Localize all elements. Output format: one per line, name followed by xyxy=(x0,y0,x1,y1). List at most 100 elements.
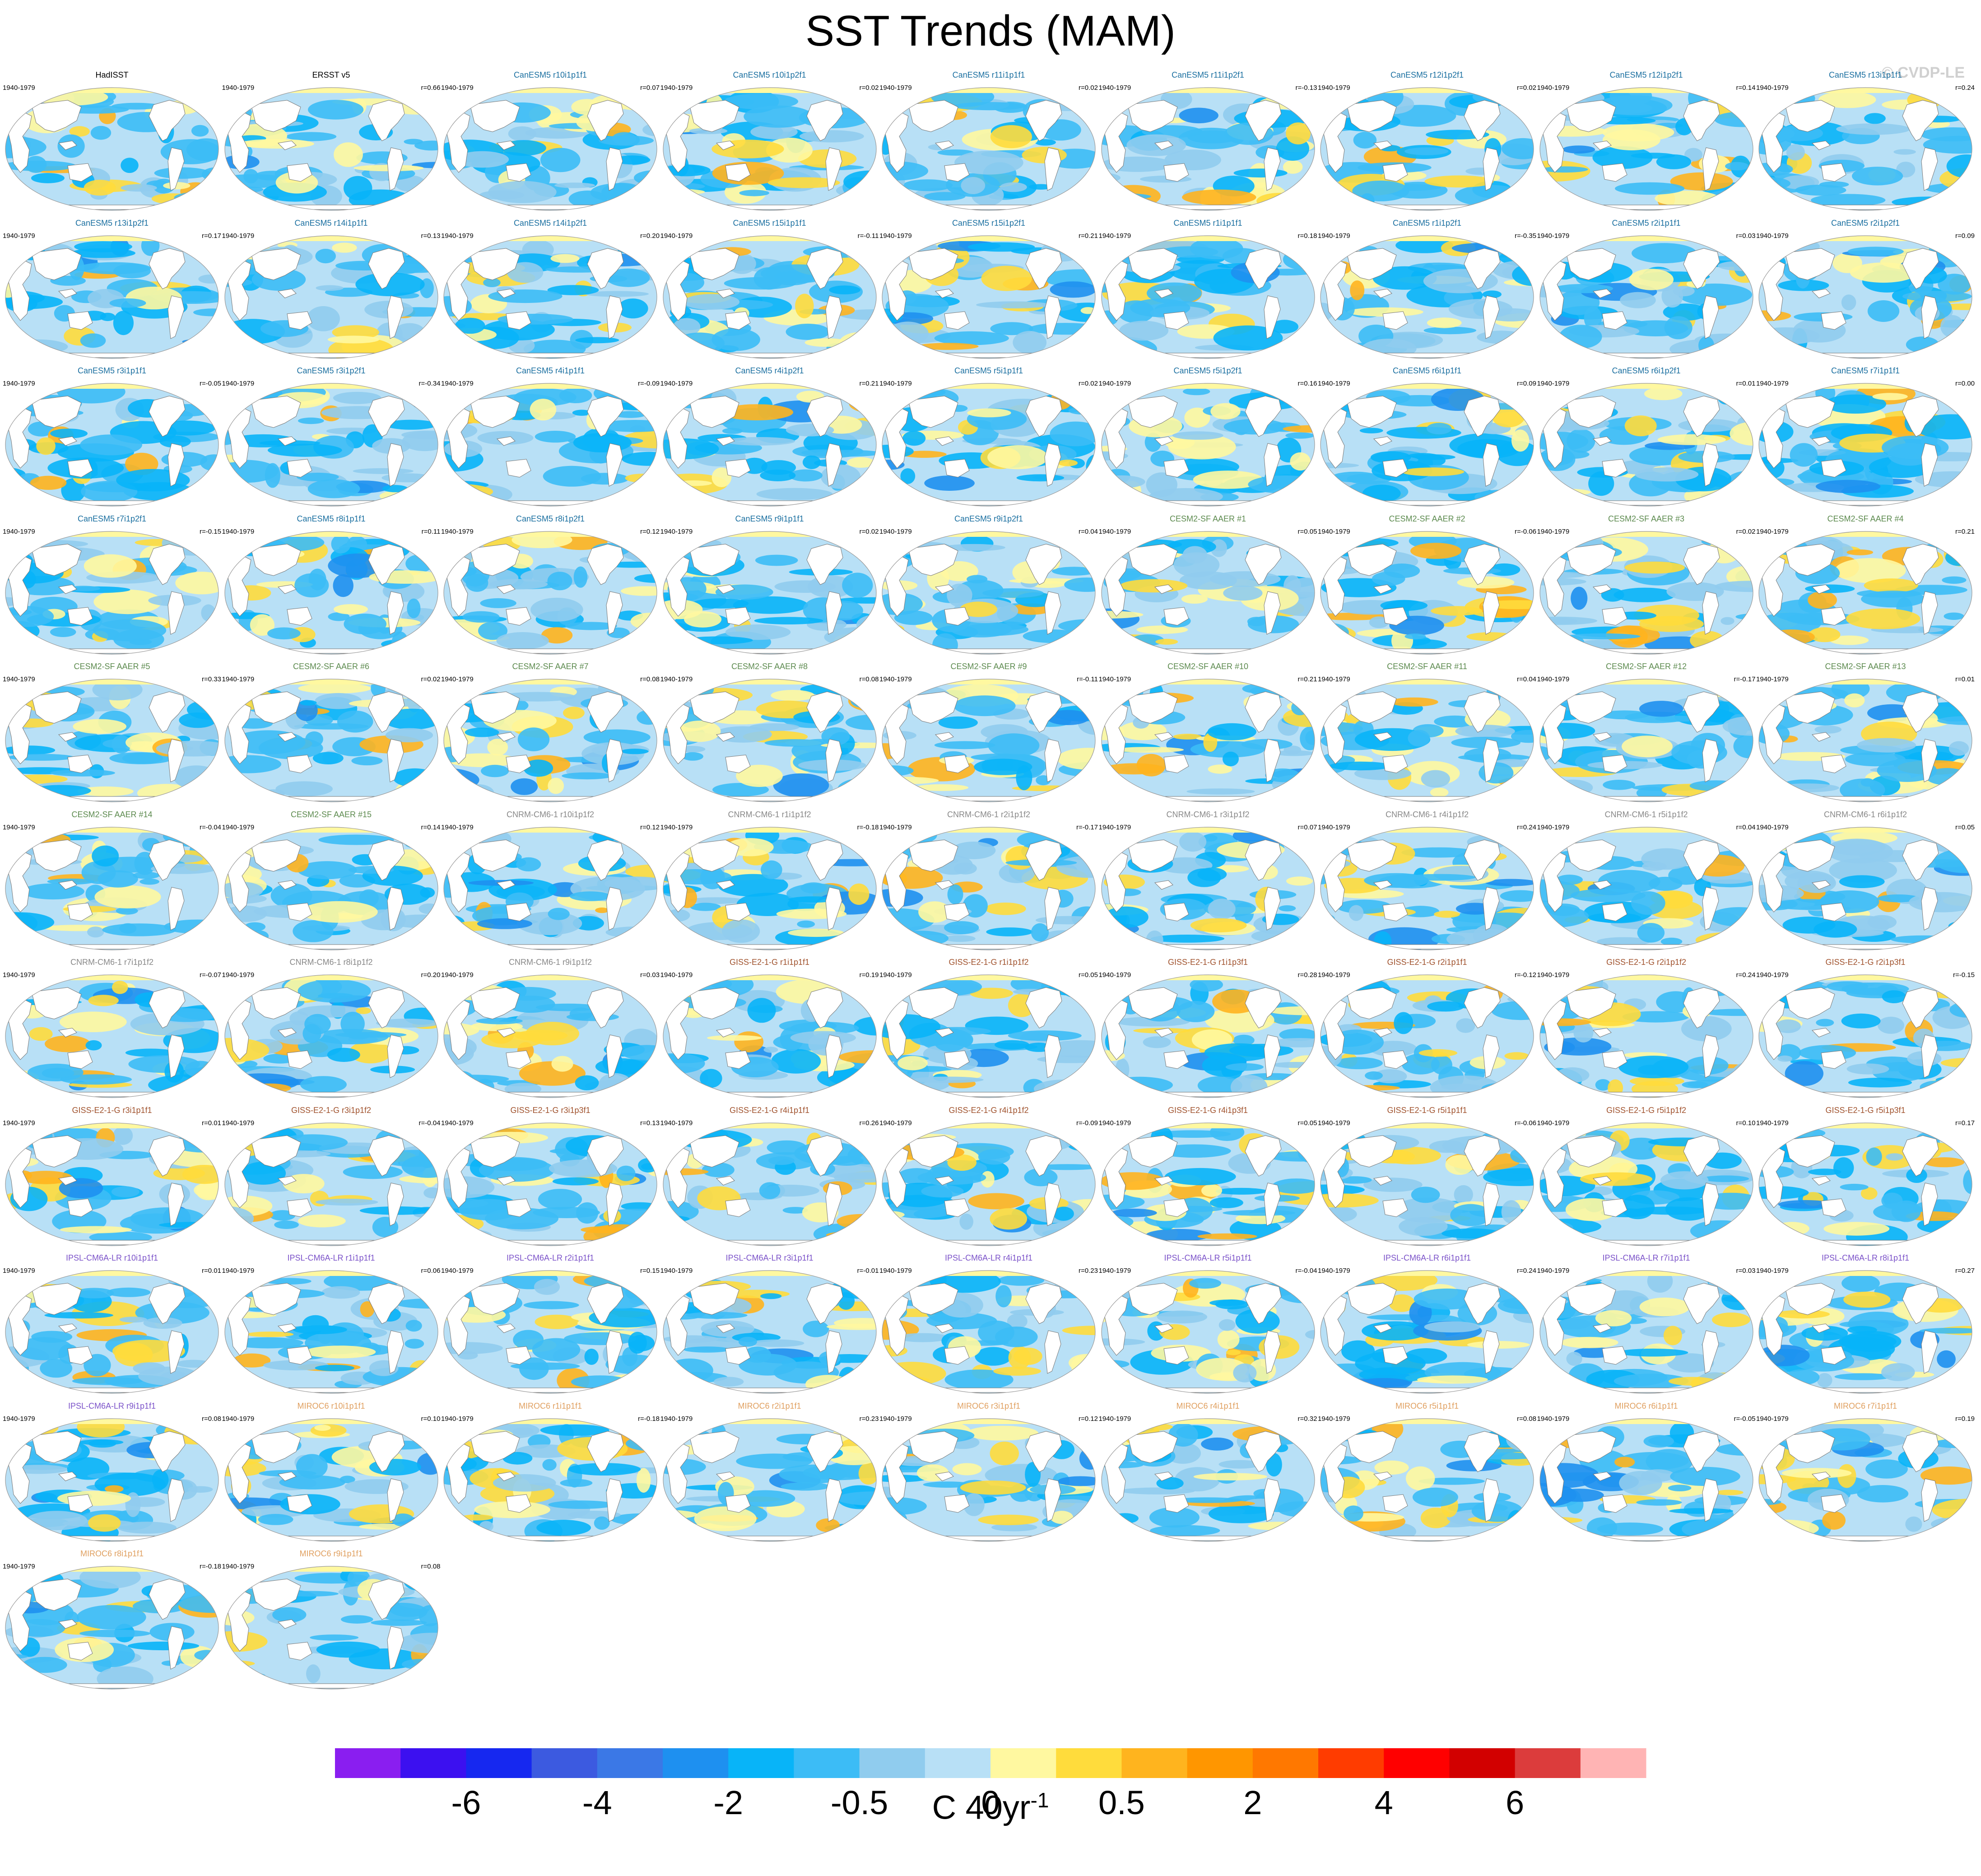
map-panel: 1940-1979 CESM2-SF AAER #12 r=-0.17 xyxy=(1537,657,1756,805)
map-panel: 1940-1979 GISS-E2-1-G r3i1p1f1 r=0.01 xyxy=(3,1101,221,1249)
sst-trend-map xyxy=(224,679,438,802)
colorbar-swatch xyxy=(466,1748,532,1778)
panel-period: 1940-1979 xyxy=(1318,971,1350,979)
panel-period: 1940-1979 xyxy=(1537,971,1570,979)
sst-trend-map xyxy=(662,679,877,802)
panel-label: CESM2-SF AAER #3 xyxy=(1608,514,1685,523)
sst-trend-map xyxy=(224,87,438,211)
panel-label: MIROC6 r7i1p1f1 xyxy=(1833,1401,1897,1410)
map-panel: 1940-1979 HadISST xyxy=(3,66,221,214)
panel-period: 1940-1979 xyxy=(441,971,474,979)
panel-label: CESM2-SF AAER #5 xyxy=(74,662,150,671)
sst-trend-map xyxy=(1320,826,1534,950)
panel-correlation: r=0.08 xyxy=(640,675,660,683)
map-panel: 1940-1979 CanESM5 r2i1p1f1 r=0.03 xyxy=(1537,214,1756,362)
map-panel: 1940-1979 CanESM5 r15i1p2f1 r=0.21 xyxy=(879,214,1098,362)
panel-period: 1940-1979 xyxy=(1756,84,1789,92)
panel-period: 1940-1979 xyxy=(222,1563,255,1570)
panel-correlation: r=0.10 xyxy=(421,1415,441,1423)
sst-trend-map xyxy=(224,531,438,655)
panel-label: CNRM-CM6-1 r10i1p1f2 xyxy=(506,810,595,819)
map-panel: 1940-1979 GISS-E2-1-G r4i1p3f1 r=0.05 xyxy=(1099,1101,1317,1249)
panel-period: 1940-1979 xyxy=(222,527,255,535)
panel-correlation: r=0.03 xyxy=(1736,1267,1756,1275)
panel-correlation: r=0.02 xyxy=(421,675,441,683)
panel-period: 1940-1979 xyxy=(1098,823,1131,831)
sst-trend-map xyxy=(882,974,1096,1098)
panel-period: 1940-1979 xyxy=(3,1415,35,1423)
panel-correlation: r=0.21 xyxy=(1297,675,1317,683)
sst-trend-map xyxy=(5,235,219,359)
panel-label: GISS-E2-1-G r3i1p1f2 xyxy=(291,1105,372,1115)
colorbar-tick-label: 2 xyxy=(1243,1784,1262,1821)
map-panel: 1940-1979 CNRM-CM6-1 r10i1p1f2 r=0.12 xyxy=(441,805,660,954)
panel-period: 1940-1979 xyxy=(660,527,693,535)
sst-trend-map xyxy=(224,1270,438,1394)
map-panel: 1940-1979 CESM2-SF AAER #15 r=0.14 xyxy=(222,805,441,954)
sst-trend-map xyxy=(1758,1122,1972,1246)
panel-correlation: r=0.02 xyxy=(1079,380,1098,387)
panel-period: 1940-1979 xyxy=(1756,380,1789,387)
sst-trend-map xyxy=(1758,1270,1972,1394)
panel-period: 1940-1979 xyxy=(3,823,35,831)
sst-trend-map xyxy=(1539,974,1753,1098)
panel-period: 1940-1979 xyxy=(1318,1267,1350,1275)
sst-trend-map xyxy=(5,1418,219,1542)
panel-correlation: r=-0.17 xyxy=(1076,823,1098,831)
map-panel: 1940-1979 GISS-E2-1-G r2i1p3f1 r=-0.15 xyxy=(1756,953,1975,1101)
sst-trend-map xyxy=(1320,1270,1534,1394)
panel-label: MIROC6 r2i1p1f1 xyxy=(738,1401,801,1410)
map-panel: 1940-1979 MIROC6 r8i1p1f1 r=-0.18 xyxy=(3,1545,221,1693)
panel-period: 1940-1979 xyxy=(222,675,255,683)
panel-correlation: r=-0.18 xyxy=(638,1415,660,1423)
panel-period: 1940-1979 xyxy=(879,527,912,535)
panel-correlation: r=0.14 xyxy=(421,823,441,831)
panel-label: CanESM5 r1i1p2f1 xyxy=(1392,218,1462,228)
map-panel: 1940-1979 CanESM5 r6i1p1f1 r=0.09 xyxy=(1318,362,1536,510)
panel-label: CNRM-CM6-1 r7i1p1f2 xyxy=(70,958,154,967)
panel-label: GISS-E2-1-G r2i1p1f1 xyxy=(1387,958,1467,967)
colorbar-swatch xyxy=(1449,1748,1516,1778)
panel-label: GISS-E2-1-G r1i1p1f1 xyxy=(729,958,810,967)
panel-label: CNRM-CM6-1 r4i1p1f2 xyxy=(1385,810,1469,819)
panel-correlation: r=0.02 xyxy=(1517,84,1536,92)
panel-correlation: r=-0.05 xyxy=(1734,1415,1756,1423)
colorbar-swatch xyxy=(1580,1748,1646,1778)
panel-label: CanESM5 r15i1p1f1 xyxy=(733,218,806,228)
panel-correlation: r=0.02 xyxy=(859,527,879,535)
panel-period: 1940-1979 xyxy=(441,675,474,683)
panel-label: MIROC6 r4i1p1f1 xyxy=(1176,1401,1240,1410)
sst-trend-map xyxy=(1758,531,1972,655)
panel-period: 1940-1979 xyxy=(879,675,912,683)
panel-period: 1940-1979 xyxy=(1318,232,1350,240)
map-panel: 1940-1979 GISS-E2-1-G r1i1p3f1 r=0.28 xyxy=(1099,953,1317,1101)
panel-correlation: r=0.27 xyxy=(1955,1267,1975,1275)
panel-correlation: r=0.19 xyxy=(859,971,879,979)
panel-correlation: r=0.12 xyxy=(640,527,660,535)
panel-period: 1940-1979 xyxy=(441,823,474,831)
map-panel: 1940-1979 CESM2-SF AAER #10 r=0.21 xyxy=(1099,657,1317,805)
panel-label: CanESM5 r8i1p2f1 xyxy=(516,514,585,523)
panel-label: CanESM5 r10i1p2f1 xyxy=(733,70,806,79)
sst-trend-map xyxy=(443,383,657,507)
map-panel: 1940-1979 CanESM5 r1i1p2f1 r=-0.35 xyxy=(1318,214,1536,362)
colorbar-tick-label: 6 xyxy=(1506,1784,1524,1821)
panel-period: 1940-1979 xyxy=(1756,527,1789,535)
panel-correlation: r=-0.18 xyxy=(857,823,879,831)
panel-correlation: r=0.24 xyxy=(1517,1267,1536,1275)
panel-correlation: r=0.32 xyxy=(1297,1415,1317,1423)
panel-label: CanESM5 r11i1p2f1 xyxy=(1172,70,1244,79)
sst-trend-map xyxy=(1758,1418,1972,1542)
page-title: SST Trends (MAM) xyxy=(805,7,1176,55)
panel-correlation: r=-0.11 xyxy=(1077,675,1098,683)
panel-correlation: r=0.06 xyxy=(421,1267,441,1275)
copyright-notice: © CVDP-LE xyxy=(1882,64,1965,81)
sst-trend-map xyxy=(1101,1418,1315,1542)
panel-label: CESM2-SF AAER #2 xyxy=(1389,514,1465,523)
panel-correlation: r=0.15 xyxy=(640,1267,660,1275)
sst-trend-map xyxy=(882,1418,1096,1542)
map-panel: 1940-1979 CNRM-CM6-1 r1i1p1f2 r=-0.18 xyxy=(660,805,879,954)
panel-period: 1940-1979 xyxy=(1537,380,1570,387)
map-panel: 1940-1979 CanESM5 r10i1p1f1 r=0.07 xyxy=(441,66,660,214)
sst-trend-map xyxy=(5,679,219,802)
